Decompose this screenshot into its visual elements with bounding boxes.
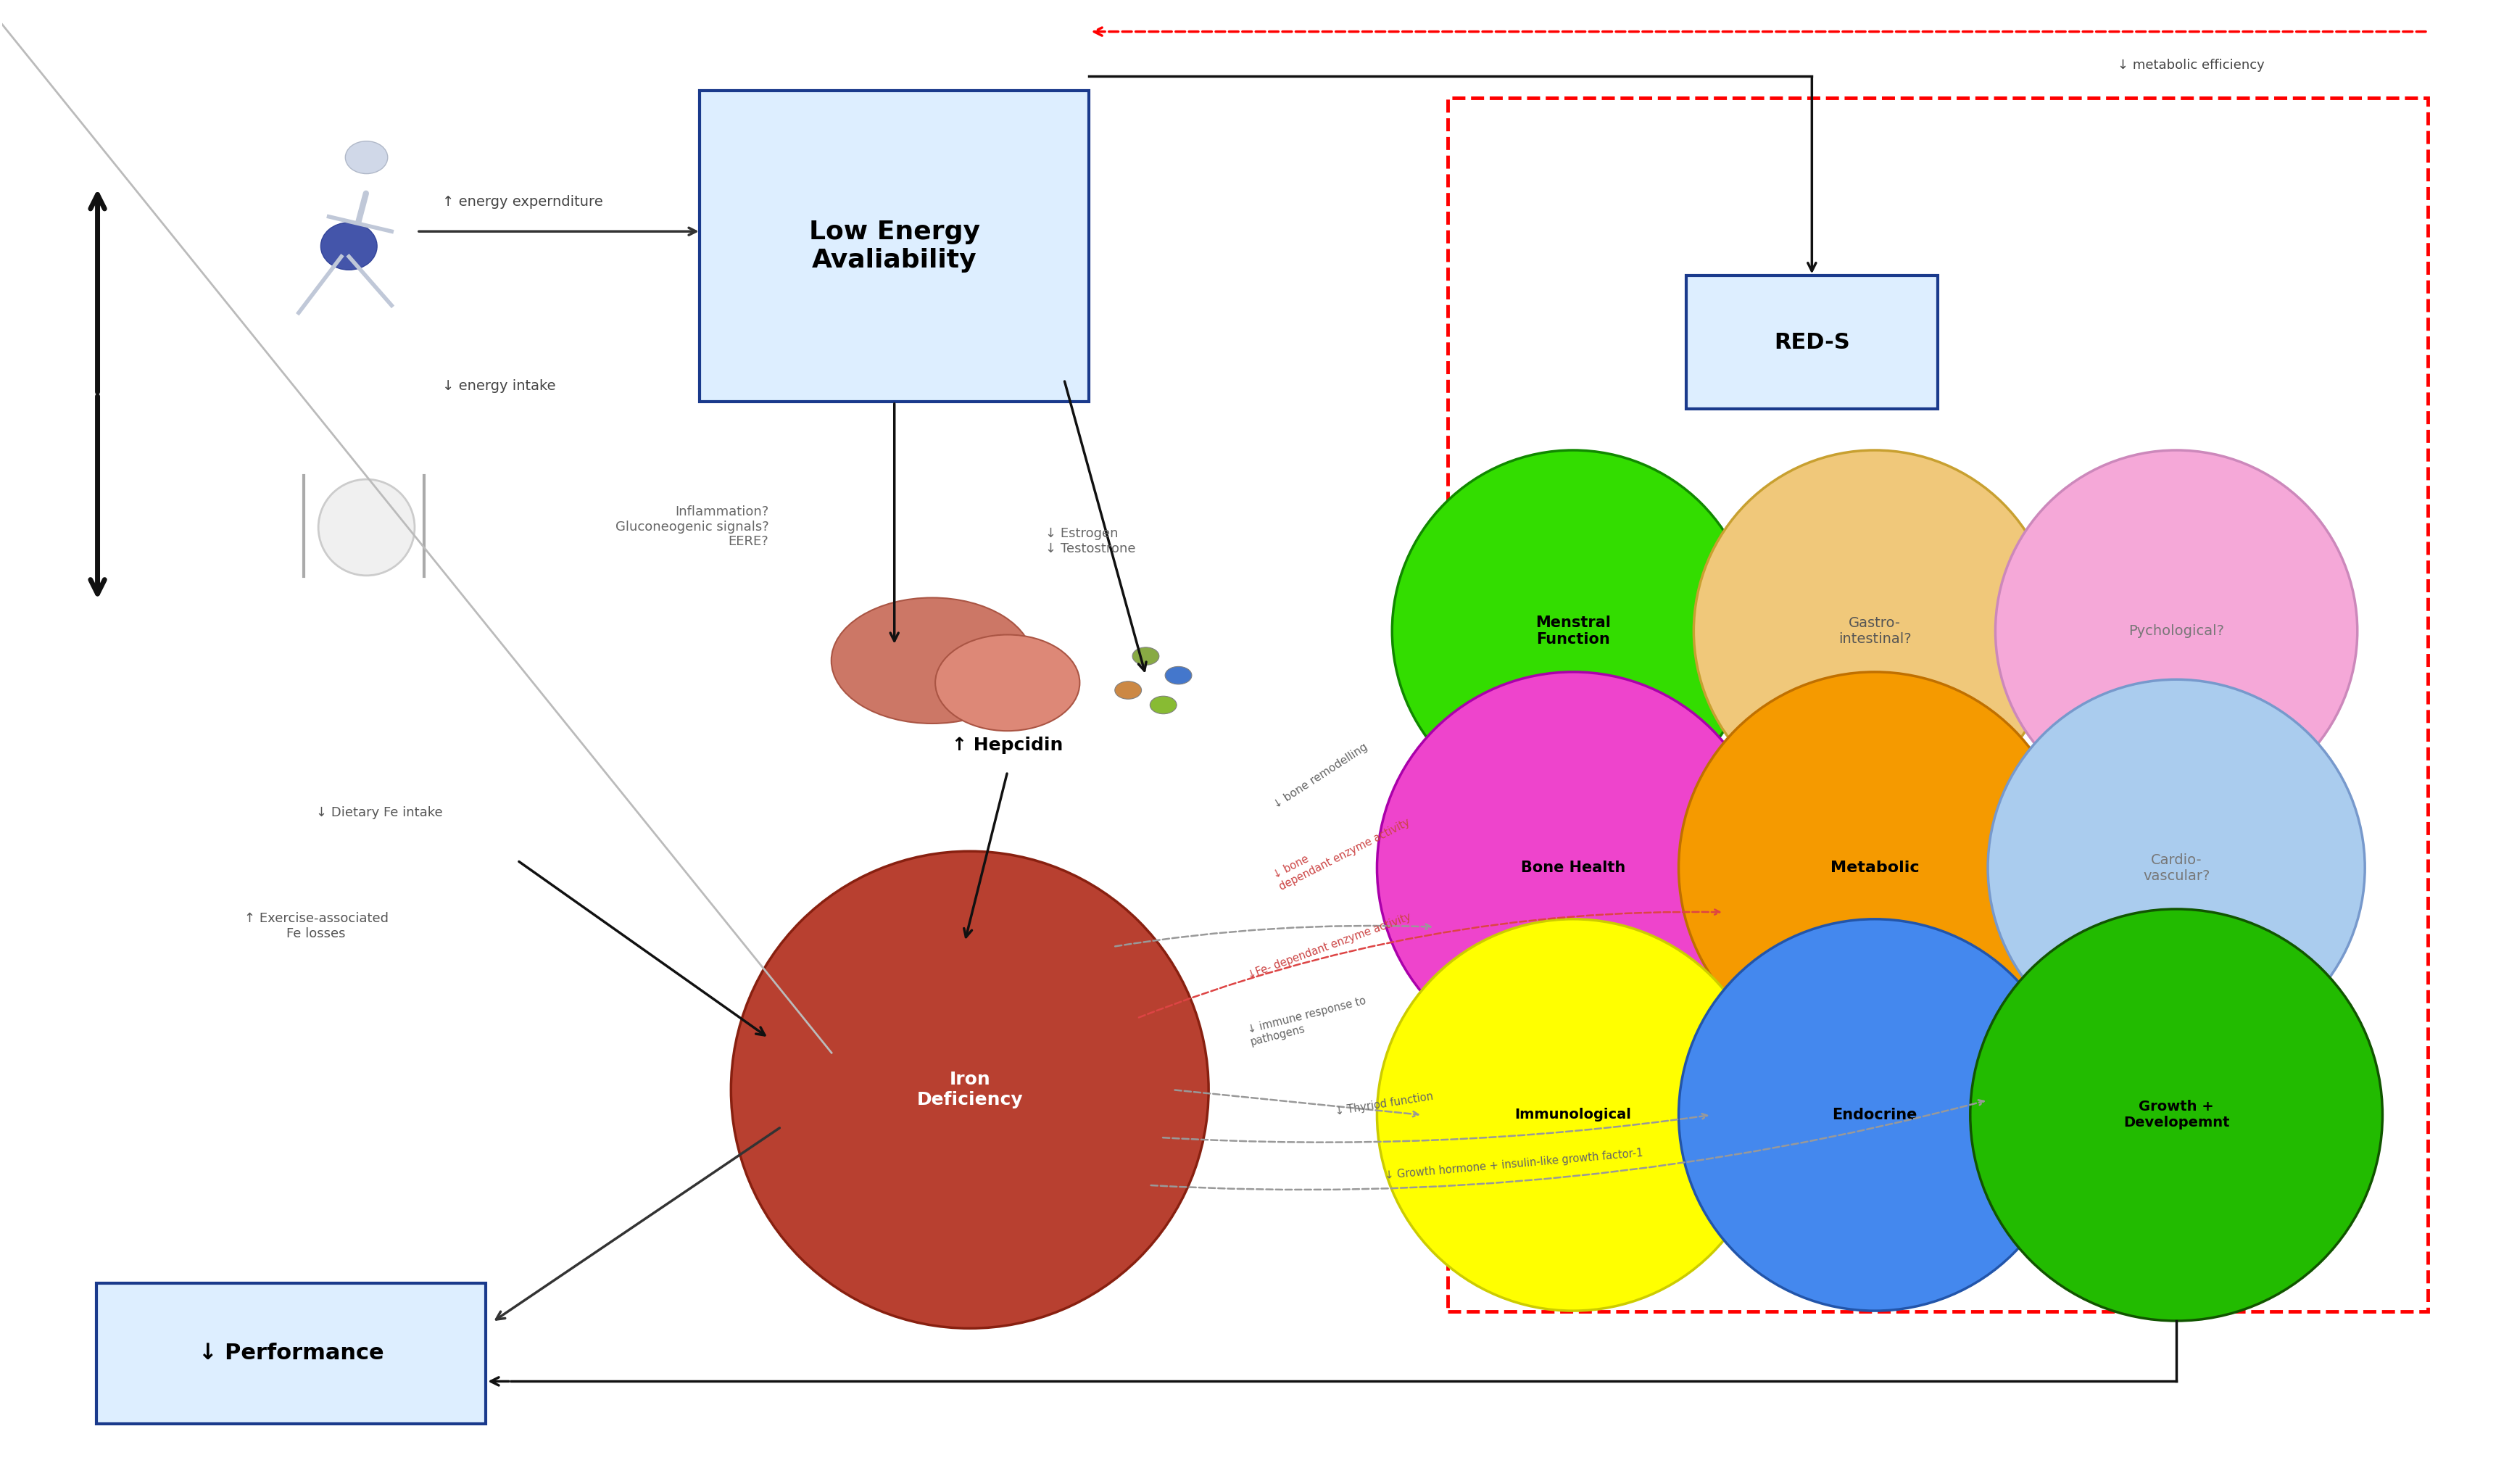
Ellipse shape	[320, 223, 378, 270]
Ellipse shape	[1679, 672, 2069, 1064]
Text: ↓ bone
dependant enzyme activity: ↓ bone dependant enzyme activity	[1271, 806, 1412, 892]
Ellipse shape	[1392, 450, 1754, 812]
Text: ↓ bone remodelling: ↓ bone remodelling	[1271, 742, 1369, 810]
Text: ↓ Thyriod function: ↓ Thyriod function	[1334, 1091, 1435, 1117]
Ellipse shape	[317, 479, 415, 576]
FancyBboxPatch shape	[96, 1284, 486, 1423]
Text: Endocrine: Endocrine	[1832, 1107, 1918, 1122]
Text: Cardio-
vascular?: Cardio- vascular?	[2142, 853, 2210, 883]
Ellipse shape	[730, 852, 1208, 1328]
Ellipse shape	[1694, 450, 2054, 812]
Text: Pychological?: Pychological?	[2127, 625, 2223, 638]
Text: Growth +
Developemnt: Growth + Developemnt	[2122, 1100, 2230, 1129]
Ellipse shape	[1165, 666, 1191, 684]
Ellipse shape	[345, 141, 388, 174]
Ellipse shape	[1971, 910, 2381, 1321]
Ellipse shape	[1115, 681, 1140, 699]
Ellipse shape	[1150, 696, 1175, 714]
Text: ↓ Estrogen
↓ Testostrone: ↓ Estrogen ↓ Testostrone	[1045, 527, 1135, 555]
Text: ↓ Performance: ↓ Performance	[199, 1343, 383, 1364]
Text: Gastro-
intestinal?: Gastro- intestinal?	[1837, 616, 1910, 646]
Text: Immunological: Immunological	[1515, 1109, 1631, 1122]
Ellipse shape	[1988, 680, 2363, 1057]
Ellipse shape	[934, 635, 1080, 732]
Text: ↓ energy intake: ↓ energy intake	[443, 378, 556, 393]
Text: ↑ energy expernditure: ↑ energy expernditure	[443, 196, 602, 209]
Ellipse shape	[1133, 647, 1158, 665]
Text: ↓Fe- dependant enzyme activity: ↓Fe- dependant enzyme activity	[1246, 911, 1412, 981]
Text: Bone Health: Bone Health	[1520, 861, 1626, 876]
Ellipse shape	[1377, 672, 1769, 1064]
Ellipse shape	[1377, 919, 1769, 1310]
FancyBboxPatch shape	[1686, 276, 1938, 410]
Text: Metabolic: Metabolic	[1830, 861, 1918, 876]
Text: ↓ Growth hormone + insulin-like growth factor-1: ↓ Growth hormone + insulin-like growth f…	[1384, 1147, 1644, 1181]
Text: ↑ Exercise-associated
Fe losses: ↑ Exercise-associated Fe losses	[244, 913, 388, 941]
Text: Iron
Deficiency: Iron Deficiency	[916, 1071, 1022, 1109]
Text: ↓ immune response to
pathogens: ↓ immune response to pathogens	[1246, 996, 1369, 1048]
Text: Inflammation?
Gluconeogenic signals?
EERE?: Inflammation? Gluconeogenic signals? EER…	[614, 505, 768, 549]
Ellipse shape	[1996, 450, 2356, 812]
Text: Menstral
Function: Menstral Function	[1535, 616, 1611, 647]
Ellipse shape	[1679, 919, 2069, 1310]
Text: Low Energy
Avaliability: Low Energy Avaliability	[808, 220, 979, 273]
FancyBboxPatch shape	[700, 91, 1090, 402]
Text: RED-S: RED-S	[1774, 332, 1850, 353]
Text: ↓ metabolic efficiency: ↓ metabolic efficiency	[2117, 58, 2263, 71]
Text: ↑ Hepcidin: ↑ Hepcidin	[951, 736, 1062, 754]
Text: ↓ Dietary Fe intake: ↓ Dietary Fe intake	[317, 806, 443, 819]
Ellipse shape	[831, 598, 1032, 724]
